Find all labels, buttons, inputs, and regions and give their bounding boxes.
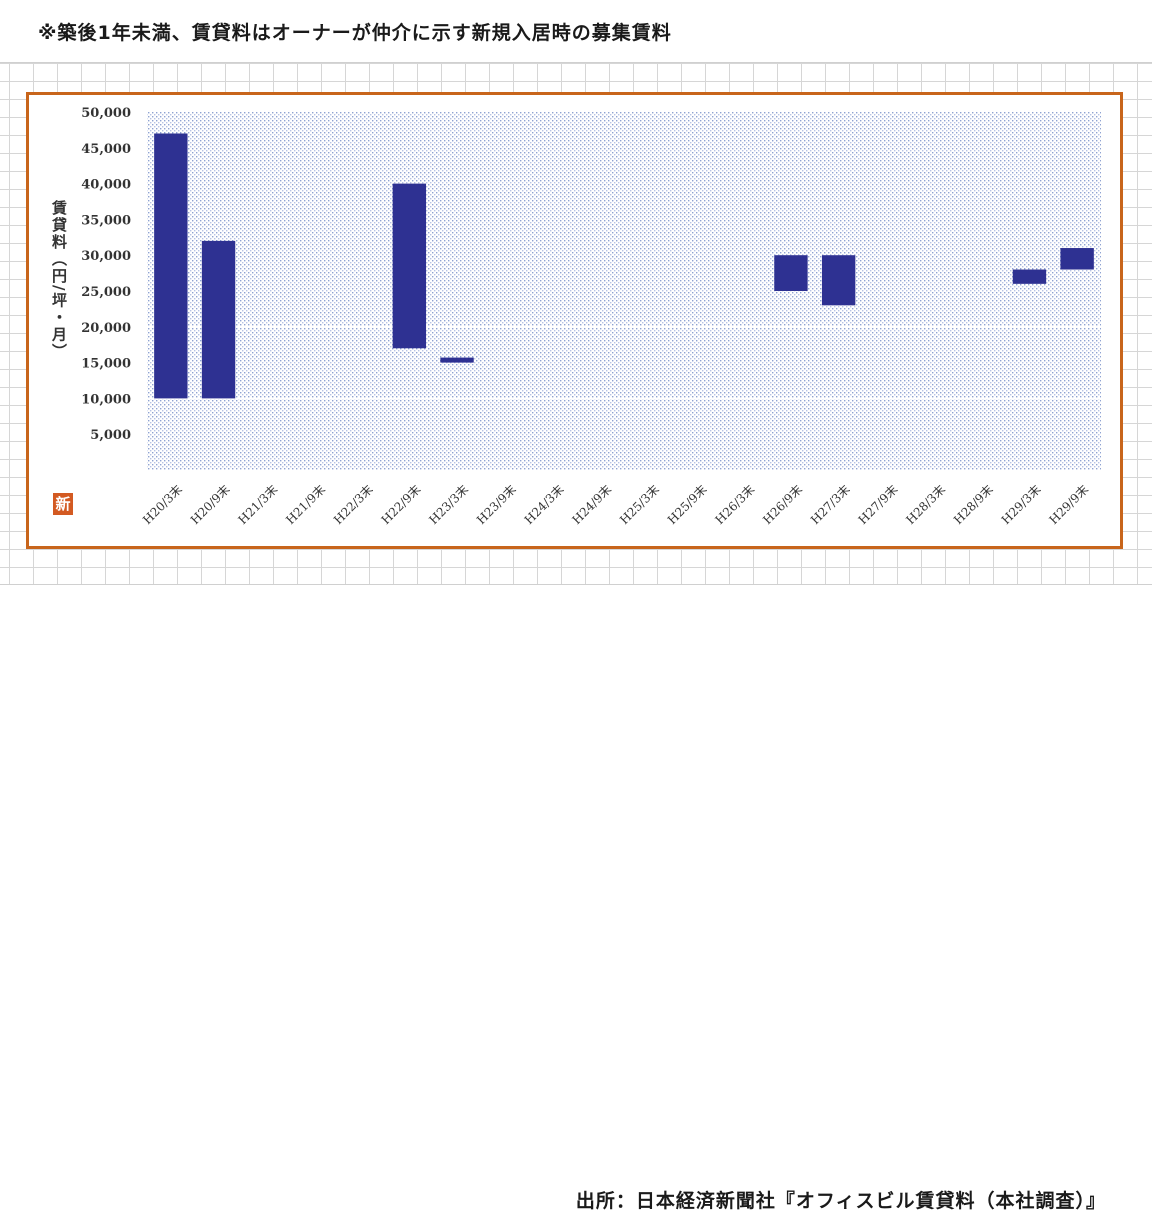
x-tick-label: H29/9末 [1046, 482, 1091, 527]
x-tick-label: H20/9末 [188, 482, 233, 527]
x-tick-label: H21/3末 [236, 482, 281, 527]
x-tick-label: H22/3末 [331, 482, 376, 527]
x-tick-label: H25/9末 [665, 482, 710, 527]
y-tick-label: 15,000 [81, 357, 131, 372]
range-bar-chart: 5,000 10,000 15,000 20,000 25,000 30,000 35,00… [81, 106, 1101, 527]
x-tick-label: H27/3末 [808, 482, 853, 527]
x-tick-label: H27/9末 [856, 482, 901, 527]
y-tick-label: 50,000 [81, 106, 131, 121]
x-tick-label: H25/3末 [617, 482, 662, 527]
range-bar-H20/3末 [154, 133, 188, 399]
y-tick-label: 5,000 [90, 428, 131, 443]
source-caption: 出所：日本経済新聞社『オフィスビル賃貸料（本社調査）』 [575, 1190, 1106, 1212]
x-tick-label: H29/3末 [999, 482, 1044, 527]
x-tick-label: H28/3末 [903, 482, 948, 527]
x-tick-label: H26/3末 [713, 482, 758, 527]
x-tick-label: H28/9末 [951, 482, 996, 527]
range-bar-H23/3末 [440, 357, 474, 363]
chart-note: ※築後1年未満、賃貸料はオーナーが仲介に示す新規入居時の募集賃料 [38, 22, 672, 44]
plot-area [147, 112, 1101, 470]
range-bar-H27/3末 [821, 255, 856, 306]
x-tick-label: H26/9末 [760, 482, 805, 527]
y-tick-label: 20,000 [81, 321, 131, 336]
y-tick-label: 25,000 [81, 285, 131, 300]
range-bar-H29/3末 [1012, 269, 1047, 284]
y-tick-label: 10,000 [81, 392, 131, 407]
x-tick-label: H23/3末 [426, 482, 471, 527]
y-tick-label: 30,000 [81, 249, 131, 264]
range-bar-H26/9末 [774, 255, 808, 291]
x-tick-label: H22/9末 [379, 482, 424, 527]
y-tick-label: 35,000 [81, 213, 131, 228]
x-tick-label: H20/3末 [140, 482, 185, 527]
y-tick-label: 45,000 [81, 142, 131, 157]
range-bar-H22/9末 [392, 183, 427, 349]
y-axis-label: 賃貸料（円/坪・月） [50, 200, 68, 361]
header-band: ※築後1年未満、賃貸料はオーナーが仲介に示す新規入居時の募集賃料 [0, 0, 1152, 63]
x-tick-label: H21/9末 [283, 482, 328, 527]
range-bar-H20/9末 [201, 240, 236, 399]
x-tick-label: H24/3末 [522, 482, 567, 527]
x-tick-label: H24/9末 [569, 482, 614, 527]
footer-band: 出所：日本経済新聞社『オフィスビル賃貸料（本社調査）』 [0, 584, 1152, 1212]
y-tick-label: 40,000 [81, 178, 131, 193]
range-bar-H29/9末 [1060, 248, 1094, 270]
new-badge-icon: 新 [53, 493, 73, 515]
x-tick-label: H23/9末 [474, 482, 519, 527]
